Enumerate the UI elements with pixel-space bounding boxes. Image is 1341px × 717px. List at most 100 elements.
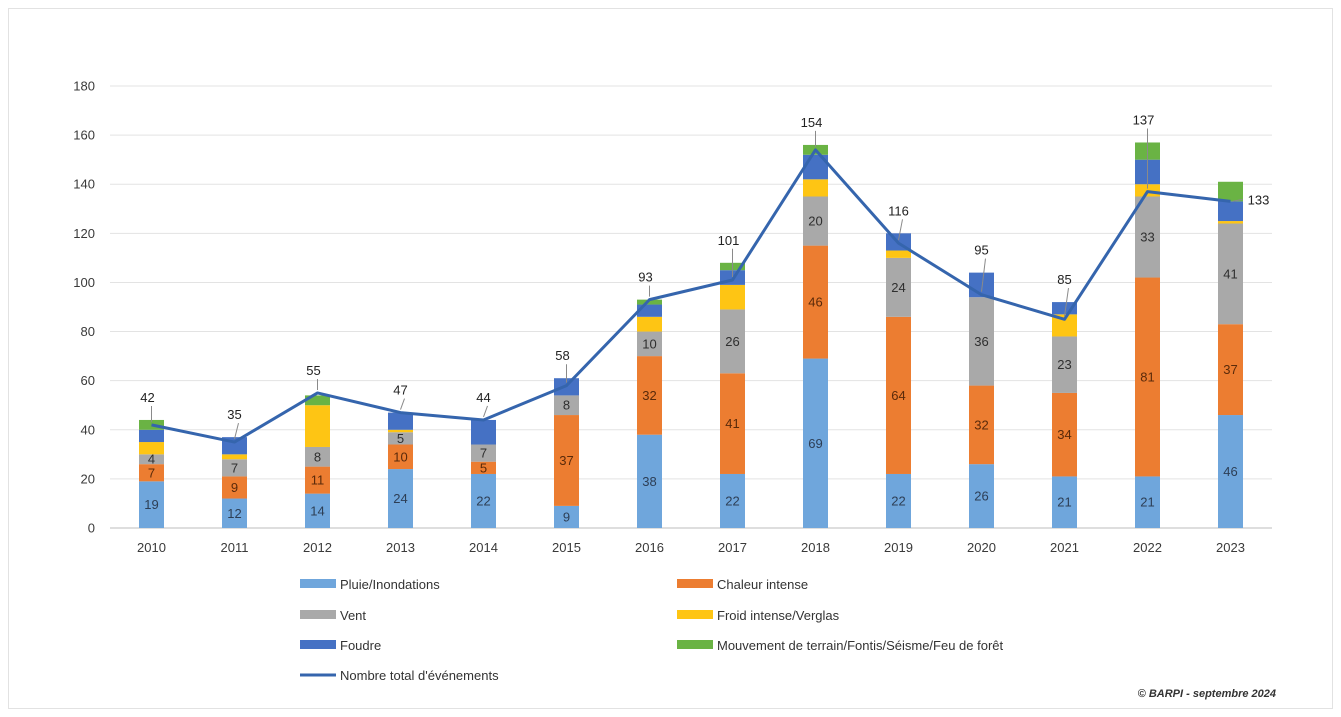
bar-segment bbox=[886, 473, 911, 528]
segment-label: 22 bbox=[891, 493, 905, 508]
segment-label: 46 bbox=[1223, 464, 1237, 479]
segment-label: 24 bbox=[393, 491, 407, 506]
bar-segment bbox=[1218, 324, 1243, 416]
legend-swatch bbox=[300, 610, 336, 619]
bar-segment bbox=[1135, 476, 1160, 528]
segment-label: 64 bbox=[891, 388, 905, 403]
bar-segment bbox=[969, 297, 994, 386]
bar-segment bbox=[222, 498, 247, 528]
bar-segment bbox=[637, 316, 662, 332]
bar-segment bbox=[222, 476, 247, 499]
total-label: 93 bbox=[638, 270, 652, 285]
legend-label: Froid intense/Verglas bbox=[717, 608, 840, 623]
x-axis: 2010 2011 2012 2013 2014 2015 2016 2017 2018 2019… bbox=[137, 540, 1245, 555]
segment-label: 69 bbox=[808, 436, 822, 451]
bar-segment bbox=[803, 245, 828, 359]
segment-label: 20 bbox=[808, 214, 822, 229]
bar-segment bbox=[554, 505, 579, 528]
legend-label: Pluie/Inondations bbox=[340, 577, 440, 592]
y-tick-label: 40 bbox=[81, 422, 95, 437]
bar-segment bbox=[720, 284, 745, 310]
total-label-leader bbox=[1064, 288, 1069, 317]
segment-label: 32 bbox=[642, 388, 656, 403]
bar-segment bbox=[720, 373, 745, 474]
segment-label: 10 bbox=[393, 449, 407, 464]
segment-label: 7 bbox=[480, 446, 487, 461]
bar-segment bbox=[305, 405, 330, 447]
segment-label: 21 bbox=[1057, 495, 1071, 510]
segment-label: 23 bbox=[1057, 357, 1071, 372]
segment-label: 36 bbox=[974, 334, 988, 349]
x-tick-label: 2014 bbox=[469, 540, 498, 555]
credit-text: © BARPI - septembre 2024 bbox=[1138, 688, 1276, 700]
total-events-line bbox=[151, 148, 1231, 444]
total-label: 101 bbox=[718, 233, 740, 248]
y-tick-label: 20 bbox=[81, 471, 95, 486]
bar-segment bbox=[139, 429, 164, 443]
y-axis: 0 20 40 60 80 100 120 140 160 180 bbox=[73, 79, 95, 536]
total-label-leader bbox=[483, 405, 488, 418]
total-label: 137 bbox=[1133, 112, 1155, 127]
x-tick-label: 2023 bbox=[1216, 540, 1245, 555]
segment-label: 14 bbox=[310, 503, 324, 518]
segment-label: 26 bbox=[974, 489, 988, 504]
bar-segment bbox=[305, 446, 330, 467]
segment-label: 81 bbox=[1140, 369, 1154, 384]
y-tick-label: 160 bbox=[73, 128, 95, 143]
bar-segment bbox=[1218, 223, 1243, 325]
bar-segment bbox=[471, 473, 496, 528]
gridlines bbox=[110, 85, 1272, 529]
total-label: 133 bbox=[1248, 192, 1270, 207]
bar-segment bbox=[471, 419, 496, 445]
total-line bbox=[151, 148, 1231, 444]
bar-segment bbox=[720, 473, 745, 528]
total-label: 55 bbox=[306, 363, 320, 378]
bar-segment bbox=[1218, 181, 1243, 202]
bar-segment bbox=[554, 415, 579, 506]
bar-segment bbox=[969, 385, 994, 465]
segment-label: 37 bbox=[559, 453, 573, 468]
x-tick-label: 2013 bbox=[386, 540, 415, 555]
bar-segment bbox=[1218, 221, 1243, 224]
segment-label: 12 bbox=[227, 506, 241, 521]
y-tick-label: 120 bbox=[73, 226, 95, 241]
bar-segment bbox=[139, 442, 164, 455]
legend-swatch bbox=[677, 610, 713, 619]
bar-segment bbox=[305, 493, 330, 528]
bar-segment bbox=[388, 432, 413, 445]
bar-segment bbox=[222, 459, 247, 477]
bar-segment bbox=[1052, 336, 1077, 393]
segment-label: 19 bbox=[144, 497, 158, 512]
bar-segment bbox=[969, 464, 994, 528]
bar-segment bbox=[886, 316, 911, 474]
segment-label: 9 bbox=[563, 509, 570, 524]
bar-stacks bbox=[139, 142, 1243, 528]
bar-segment bbox=[388, 412, 413, 430]
segment-label: 24 bbox=[891, 280, 905, 295]
chart-frame bbox=[8, 8, 1333, 709]
bar-segment bbox=[803, 196, 828, 246]
bar-segment bbox=[305, 395, 330, 406]
x-tick-label: 2018 bbox=[801, 540, 830, 555]
bar-segment bbox=[803, 358, 828, 528]
segment-labels: 1974129714118241052257937838321022412669… bbox=[144, 214, 1237, 525]
bar-segment bbox=[637, 299, 662, 305]
total-label: 35 bbox=[227, 407, 241, 422]
total-label-leader bbox=[400, 398, 405, 410]
total-label: 116 bbox=[888, 203, 909, 218]
legend-label: Vent bbox=[340, 608, 366, 623]
segment-label: 21 bbox=[1140, 495, 1154, 510]
segment-label: 4 bbox=[148, 452, 155, 467]
segment-label: 10 bbox=[642, 336, 656, 351]
bar-segment bbox=[471, 444, 496, 462]
total-label-leader bbox=[1232, 198, 1243, 202]
segment-label: 22 bbox=[476, 493, 490, 508]
legend-label: Foudre bbox=[340, 638, 381, 653]
legend-swatch bbox=[677, 579, 713, 588]
total-labels: 42 35 55 47 44 58 93 101 154 116 95 85 137 133 bbox=[140, 112, 1270, 440]
x-tick-label: 2022 bbox=[1133, 540, 1162, 555]
legend-swatch bbox=[300, 579, 336, 588]
segment-label: 34 bbox=[1057, 427, 1071, 442]
total-label: 95 bbox=[974, 243, 988, 258]
